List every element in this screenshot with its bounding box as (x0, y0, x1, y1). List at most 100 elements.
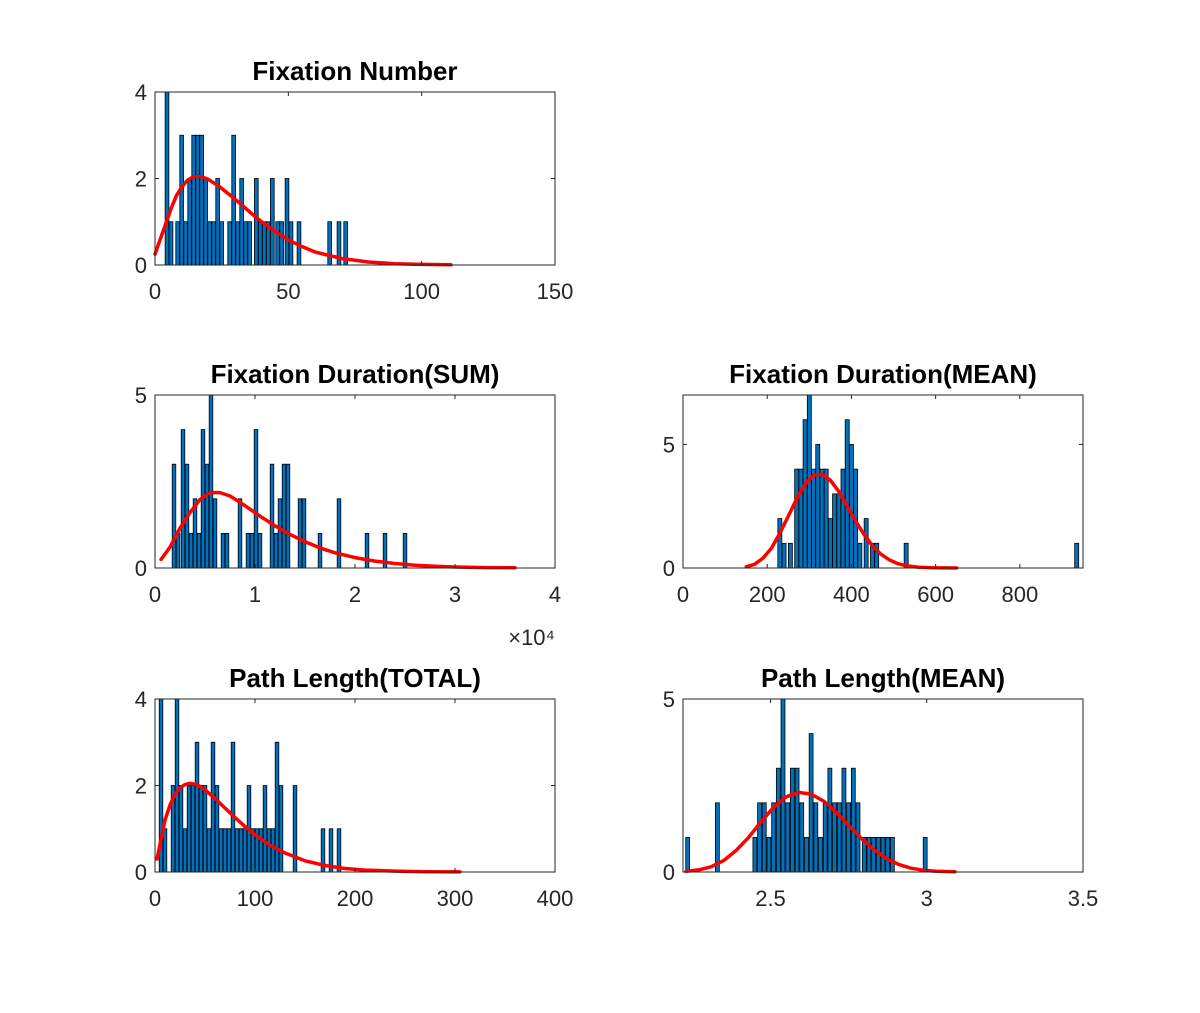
fit-curve (155, 781, 462, 874)
histogram-bar (254, 178, 259, 266)
histogram-bar (1074, 542, 1080, 569)
y-tick-label: 5 (663, 687, 675, 712)
histogram-bar (203, 178, 208, 266)
histogram-bar (180, 429, 186, 569)
histogram-bar (781, 542, 787, 569)
histogram-bar (219, 221, 224, 266)
histogram-bar (813, 802, 819, 873)
axes-frame (682, 394, 1084, 569)
histogram-bar (752, 837, 758, 873)
histogram-bar (258, 221, 263, 266)
histogram-bar (235, 221, 240, 266)
subplot-2: 0 1 2 3 4 0 5 Fixation Duration(SUM) ×10⁴ (135, 359, 561, 650)
histogram-bar (237, 498, 243, 569)
histogram-bar (210, 741, 216, 873)
axes-frame (682, 698, 1084, 873)
histogram-bar (175, 221, 180, 266)
histogram-bar (798, 468, 804, 569)
histogram-bar (871, 837, 876, 873)
subplot-3: 0 200 400 600 800 0 5 Fixation Duration(MEAN) (663, 359, 1084, 607)
x-tick-label: 400 (537, 886, 574, 911)
histogram-bar (761, 802, 767, 873)
histogram-bar (187, 178, 192, 266)
histogram-bar (274, 741, 280, 873)
histogram-bar (171, 463, 177, 569)
histogram-bar (186, 785, 192, 873)
x-tick-label: 3.5 (1068, 886, 1099, 911)
histogram-bar (191, 134, 196, 266)
histogram-bar (262, 785, 268, 873)
histogram-bar (212, 498, 218, 569)
histogram-bar (222, 828, 228, 873)
histogram-bar (885, 837, 891, 873)
histogram-bar (922, 837, 928, 873)
histogram-bar (211, 221, 216, 266)
histogram-bar (815, 444, 821, 569)
histogram-bar (245, 533, 251, 569)
x-tick-label: 400 (833, 582, 870, 607)
histogram-bar (844, 419, 850, 569)
histogram-bar (802, 419, 808, 569)
x-tick-label: 1 (249, 582, 261, 607)
x-tick-label: 2 (349, 582, 361, 607)
histogram-bar (258, 828, 264, 873)
histogram-bar (775, 767, 781, 873)
histogram-bar (164, 91, 170, 266)
histogram-bar (301, 498, 307, 569)
histogram-bar (804, 837, 809, 873)
histogram-bar (790, 767, 795, 873)
histogram-bar (279, 221, 284, 266)
y-tick-label: 4 (135, 687, 147, 712)
histogram-bar (787, 542, 793, 569)
histogram-bar (278, 785, 284, 873)
histogram-bar (178, 785, 184, 873)
histogram-bar (336, 498, 342, 569)
histogram-bar (819, 468, 825, 569)
histogram-bar (857, 542, 863, 569)
histogram-bar (785, 802, 791, 873)
histogram-bar (799, 802, 805, 873)
histogram-bar (202, 785, 208, 873)
fit-curve (153, 174, 453, 267)
histogram-bar (179, 134, 184, 266)
histogram-bar (336, 828, 342, 873)
histogram-bar (183, 221, 188, 266)
histogram-bar (275, 221, 280, 266)
y-tick-label: 0 (135, 556, 147, 581)
histogram-bar (327, 221, 332, 266)
histogram-bar (840, 468, 846, 569)
fit-curve (684, 790, 957, 874)
x-tick-label: 200 (337, 886, 374, 911)
histogram-bar (175, 533, 181, 569)
histogram-bar (262, 221, 267, 266)
histogram-bar (890, 837, 895, 873)
histogram-bar (364, 533, 370, 569)
histogram-bar (836, 493, 842, 569)
y-tick-label: 0 (663, 556, 675, 581)
histogram-bar (196, 533, 202, 569)
x-tick-label: 100 (237, 886, 274, 911)
subplot-title: Path Length(MEAN) (761, 663, 1005, 693)
histogram-bar (808, 733, 814, 873)
histogram-bar (266, 828, 272, 873)
histogram-bar (818, 837, 823, 873)
histogram-bar (832, 493, 837, 569)
histogram-bar (215, 178, 220, 266)
subplot-1: 0 50 100 150 0 2 4 Fixation Number (135, 56, 574, 304)
x-tick-label: 100 (403, 279, 440, 304)
histogram-bar (771, 802, 776, 873)
histogram-bar (208, 394, 214, 569)
y-tick-label: 2 (135, 774, 147, 799)
x-tick-label: 0 (149, 582, 161, 607)
histogram-bar (270, 178, 275, 266)
x-tick-label: 300 (437, 886, 474, 911)
histogram-bar (270, 828, 276, 873)
histogram-bar (230, 741, 236, 873)
histogram-bar (195, 134, 200, 266)
histogram-bar (846, 802, 851, 873)
histogram-bar (190, 785, 196, 873)
y-tick-label: 5 (663, 432, 675, 457)
histogram-bar (794, 767, 800, 873)
x-exponent-label: ×10⁴ (508, 625, 555, 650)
